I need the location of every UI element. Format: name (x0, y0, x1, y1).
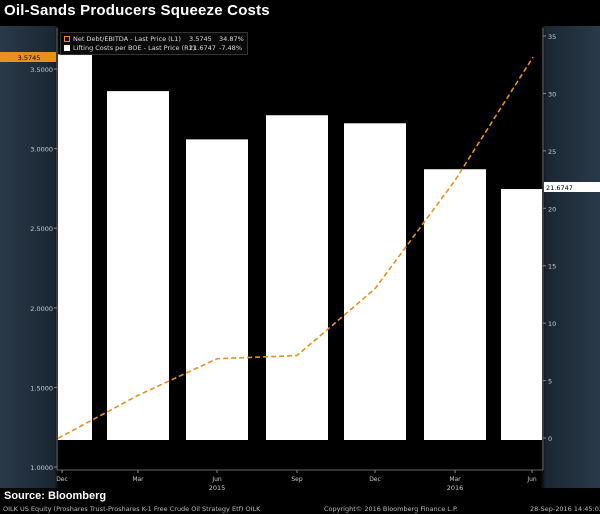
left-tick-label-5: 3.5000 (30, 66, 53, 74)
left-value-marker-bg (0, 52, 56, 62)
legend-label-lifting-costs: Lifting Costs per BOE - Last Price (R1) (73, 44, 196, 52)
footer-copyright: Copyright© 2016 Bloomberg Finance L.P. (324, 505, 458, 513)
left-tick-label-0: 1.0000 (30, 464, 53, 472)
bar-3 (266, 115, 328, 440)
legend-item-net-debt: Net Debt/EBITDA - Last Price (L1) (64, 35, 181, 44)
left-tick-label-3: 2.5000 (30, 225, 53, 233)
bar-5 (424, 169, 486, 440)
x-tick-label-3: Sep (291, 476, 303, 483)
title-bar: Oil-Sands Producers Squeeze Costs (0, 0, 600, 26)
right-tick-label-0: 0 (548, 435, 552, 443)
right-tick-label-3: 15 (548, 263, 556, 271)
right-tick-label-2: 10 (548, 320, 556, 328)
footer-ticker: OILK US Equity (Proshares Trust-Proshare… (3, 505, 261, 513)
bar-0 (58, 54, 92, 441)
legend-swatch-net-debt (64, 36, 70, 42)
left-tick-label-1: 1.5000 (30, 384, 53, 392)
x-tick-label-4: Dec (369, 476, 381, 483)
x-tick-label-6: Jun (526, 476, 537, 483)
bar-1 (107, 91, 169, 440)
x-tick-label-2: Jun (211, 476, 222, 483)
right-value-marker-bg (544, 182, 600, 192)
x-tick-label-0: Dec (56, 476, 68, 483)
legend-value-net-debt: 3.5745 (189, 35, 212, 43)
legend-swatch-lifting-costs (64, 45, 70, 51)
line-net-debt-ebitda (57, 56, 534, 440)
left-tick-label-2: 2.0000 (30, 305, 53, 313)
legend-label-net-debt: Net Debt/EBITDA - Last Price (L1) (73, 35, 181, 43)
x-tick-label-1: Mar (132, 476, 144, 483)
right-tick-label-7: 35 (548, 33, 556, 41)
right-tick-label-6: 30 (548, 90, 556, 98)
footer: OILK US Equity (Proshares Trust-Proshare… (0, 503, 600, 514)
source-label: Source: Bloomberg (4, 490, 107, 502)
legend-change-net-debt: 34.87% (219, 35, 244, 43)
left-tick-label-4: 3.0000 (30, 146, 53, 154)
x-year-label-0: 2015 (209, 484, 226, 492)
legend-item-lifting-costs: Lifting Costs per BOE - Last Price (R1) (64, 44, 195, 53)
chart-title: Oil-Sands Producers Squeeze Costs (4, 2, 270, 19)
left-value-marker-label: 3.5745 (18, 54, 41, 62)
x-tick-label-5: Mar (449, 476, 461, 483)
legend-change-lifting-costs: -7.48% (219, 44, 242, 52)
legend-value-lifting-costs: 21.6747 (189, 44, 216, 52)
right-tick-label-1: 5 (548, 378, 552, 386)
x-year-label-1: 2016 (447, 484, 464, 492)
footer-timestamp: 28-Sep-2016 14:45:02 (530, 505, 600, 513)
bar-4 (344, 123, 406, 440)
right-tick-label-5: 25 (548, 148, 556, 156)
bar-2 (186, 139, 248, 440)
legend: Net Debt/EBITDA - Last Price (L1) 3.5745… (60, 32, 248, 55)
right-tick-label-4: 20 (548, 205, 556, 213)
right-value-marker-label: 21.6747 (546, 184, 573, 192)
bar-6 (501, 189, 542, 440)
